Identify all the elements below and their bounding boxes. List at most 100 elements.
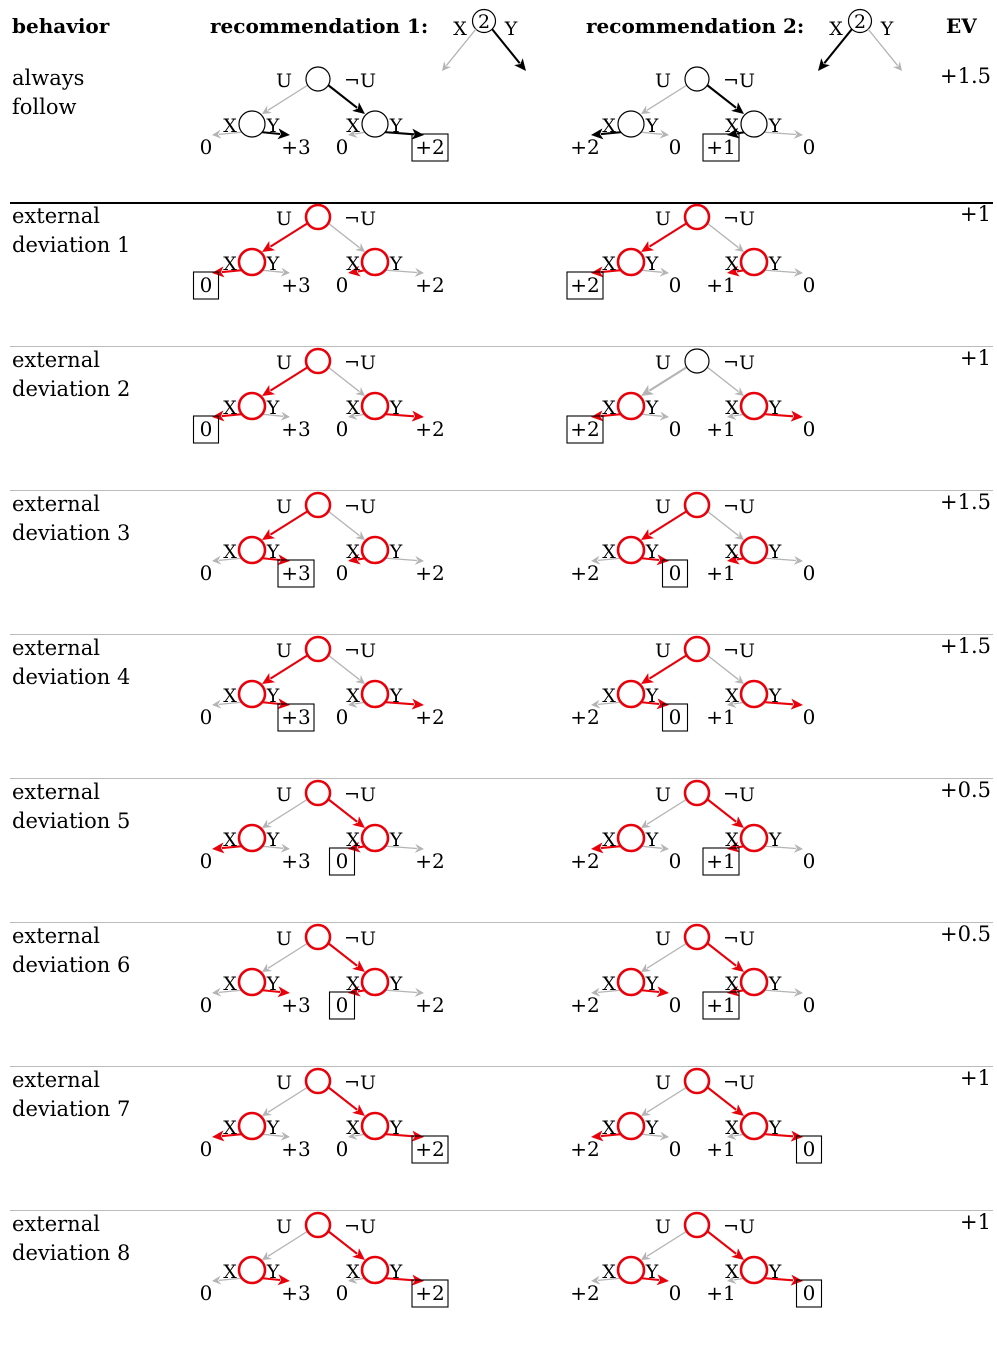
- row8-rec2-edge-u: [641, 1086, 688, 1116]
- row-separator: [10, 202, 993, 204]
- row5-rec2-edge-u: [641, 654, 688, 684]
- row9-rec2-edge-u: [641, 1230, 688, 1260]
- row-ev: +1.5: [940, 490, 991, 514]
- row7-rec1-label-u: U: [276, 928, 292, 950]
- row6-rec1-right-label-y: Y: [389, 829, 403, 851]
- row5-rec2-label-u: U: [655, 640, 671, 662]
- row3-rec2-payoff-box: [566, 415, 604, 444]
- row9-rec1-label-u: U: [276, 1216, 292, 1238]
- rec2-icon-edge-x: [818, 28, 853, 71]
- row5-rec2-right-label-y: Y: [768, 685, 782, 707]
- row5-rec1-right-label-x: X: [346, 685, 360, 707]
- row6-rec1-edge-not-u: [327, 798, 365, 828]
- row2-rec1-right-label-x: X: [346, 253, 360, 275]
- row7-rec2-right-label-x: X: [725, 973, 739, 995]
- row1-rec2-payoff-4: 0: [803, 135, 816, 159]
- row4-rec2-edge-u: [641, 510, 688, 540]
- row-separator: [10, 490, 993, 491]
- row9-rec1-label-not-u: ¬U: [344, 1216, 376, 1238]
- row2-rec1-left-label-y: Y: [266, 253, 280, 275]
- row7-rec2-label-not-u: ¬U: [723, 928, 755, 950]
- row-label: external deviation 6: [12, 924, 131, 977]
- row8-rec2-payoff-2: 0: [669, 1137, 682, 1161]
- row5-rec1-payoff-box: [277, 703, 315, 732]
- row-label: external deviation 8: [12, 1212, 131, 1265]
- row3-rec1-right-label-y: Y: [389, 397, 403, 419]
- row8-rec2-payoff-4: 0: [803, 1137, 816, 1161]
- row6-rec2-left-edge-y: [638, 843, 669, 853]
- row8-rec1-label-u: U: [276, 1072, 292, 1094]
- row8-rec1-edge-not-u: [327, 1086, 365, 1116]
- row7-rec1-label-not-u: ¬U: [344, 928, 376, 950]
- row3-rec2-payoff-2: 0: [669, 417, 682, 441]
- row1-rec1-payoff-1: 0: [200, 135, 213, 159]
- row6-rec2-payoff-4: 0: [803, 849, 816, 873]
- row5-rec1-left-node: [237, 679, 267, 709]
- row1-rec1-left-label-x: X: [223, 115, 237, 137]
- row4-rec1-payoff-1: 0: [200, 561, 213, 585]
- row4-rec2-right-edge-y: [761, 555, 803, 565]
- row2-rec1-payoff-1: 0: [200, 273, 213, 297]
- row3-rec2-payoff-1: +2: [570, 417, 599, 441]
- row4-rec2-payoff-box: [661, 559, 689, 588]
- row6-rec2-edge-u: [641, 798, 688, 828]
- row3-rec1-right-label-x: X: [346, 397, 360, 419]
- row3-rec2-right-edge-y: [761, 410, 803, 422]
- row-label: external deviation 5: [12, 780, 131, 833]
- row1-rec2-left-edge-x: [591, 128, 624, 140]
- row3-rec2-edge-not-u: [706, 366, 744, 396]
- row9-rec1-left-label-y: Y: [266, 1261, 280, 1283]
- row5-rec2-payoff-box: [661, 703, 689, 732]
- row1-rec1-right-node: [361, 110, 389, 138]
- row4-rec2-right-node: [739, 535, 769, 565]
- row9-rec1-right-label-y: Y: [389, 1261, 403, 1283]
- row3-rec2-left-edge-y: [638, 411, 669, 421]
- row1-rec1-left-edge-x: [212, 129, 245, 139]
- row2-rec2-payoff-4: 0: [803, 273, 816, 297]
- row3-rec2-payoff-4: 0: [803, 417, 816, 441]
- row7-rec2-right-node: [739, 967, 769, 997]
- row1-rec1-left-label-y: Y: [266, 115, 280, 137]
- row3-rec1-edge-u: [262, 366, 309, 396]
- row6-rec2-left-node: [616, 823, 646, 853]
- row-separator: [10, 346, 993, 347]
- row1-rec2-payoff-2: 0: [669, 135, 682, 159]
- row9-rec2-left-label-x: X: [602, 1261, 616, 1283]
- rec2-icon-edge-y: [867, 28, 902, 71]
- row5-rec2-edge-not-u: [706, 654, 744, 684]
- row1-rec1-payoff-4: +2: [415, 135, 444, 159]
- row3-rec1-left-edge-y: [259, 411, 290, 421]
- row1-rec1-edge-u: [262, 84, 309, 114]
- row6-rec2-left-edge-x: [591, 842, 624, 854]
- row8-rec2-left-edge-y: [638, 1131, 669, 1141]
- row5-rec2-payoff-4: 0: [803, 705, 816, 729]
- row7-rec2-payoff-box: [702, 991, 740, 1020]
- row9-rec1-payoff-2: +3: [281, 1281, 310, 1305]
- row5-rec1-payoff-4: +2: [415, 705, 444, 729]
- row6-rec2-right-label-x: X: [725, 829, 739, 851]
- row3-rec1-edge-not-u: [327, 366, 365, 396]
- rec2-icon-label-y: Y: [880, 18, 894, 40]
- row1-rec2-right-edge-y: [761, 129, 803, 139]
- row8-rec2-payoff-1: +2: [570, 1137, 599, 1161]
- row9-rec1-right-node: [360, 1255, 390, 1285]
- row2-rec2-left-node: [616, 247, 646, 277]
- row-separator: [10, 634, 993, 635]
- row-ev: +0.5: [940, 778, 991, 802]
- row3-rec1-left-label-y: Y: [266, 397, 280, 419]
- row3-rec1-left-label-x: X: [223, 397, 237, 419]
- row8-rec2-right-label-x: X: [725, 1117, 739, 1139]
- row5-rec1-left-label-y: Y: [266, 685, 280, 707]
- row2-rec1-left-node: [237, 247, 267, 277]
- header-recommendation-1: recommendation 1:: [210, 14, 429, 38]
- row4-rec2-label-u: U: [655, 496, 671, 518]
- row1-rec1-payoff-2: +3: [281, 135, 310, 159]
- row2-rec2-right-label-y: Y: [768, 253, 782, 275]
- row2-rec2-left-label-x: X: [602, 253, 616, 275]
- row7-rec1-left-node: [237, 967, 267, 997]
- row3-rec2-left-label-x: X: [602, 397, 616, 419]
- rec2-icon-label-x: X: [829, 18, 843, 40]
- row7-rec2-edge-not-u: [706, 942, 744, 972]
- row-ev: +1.5: [940, 64, 991, 88]
- row9-rec2-payoff-box: [795, 1279, 823, 1308]
